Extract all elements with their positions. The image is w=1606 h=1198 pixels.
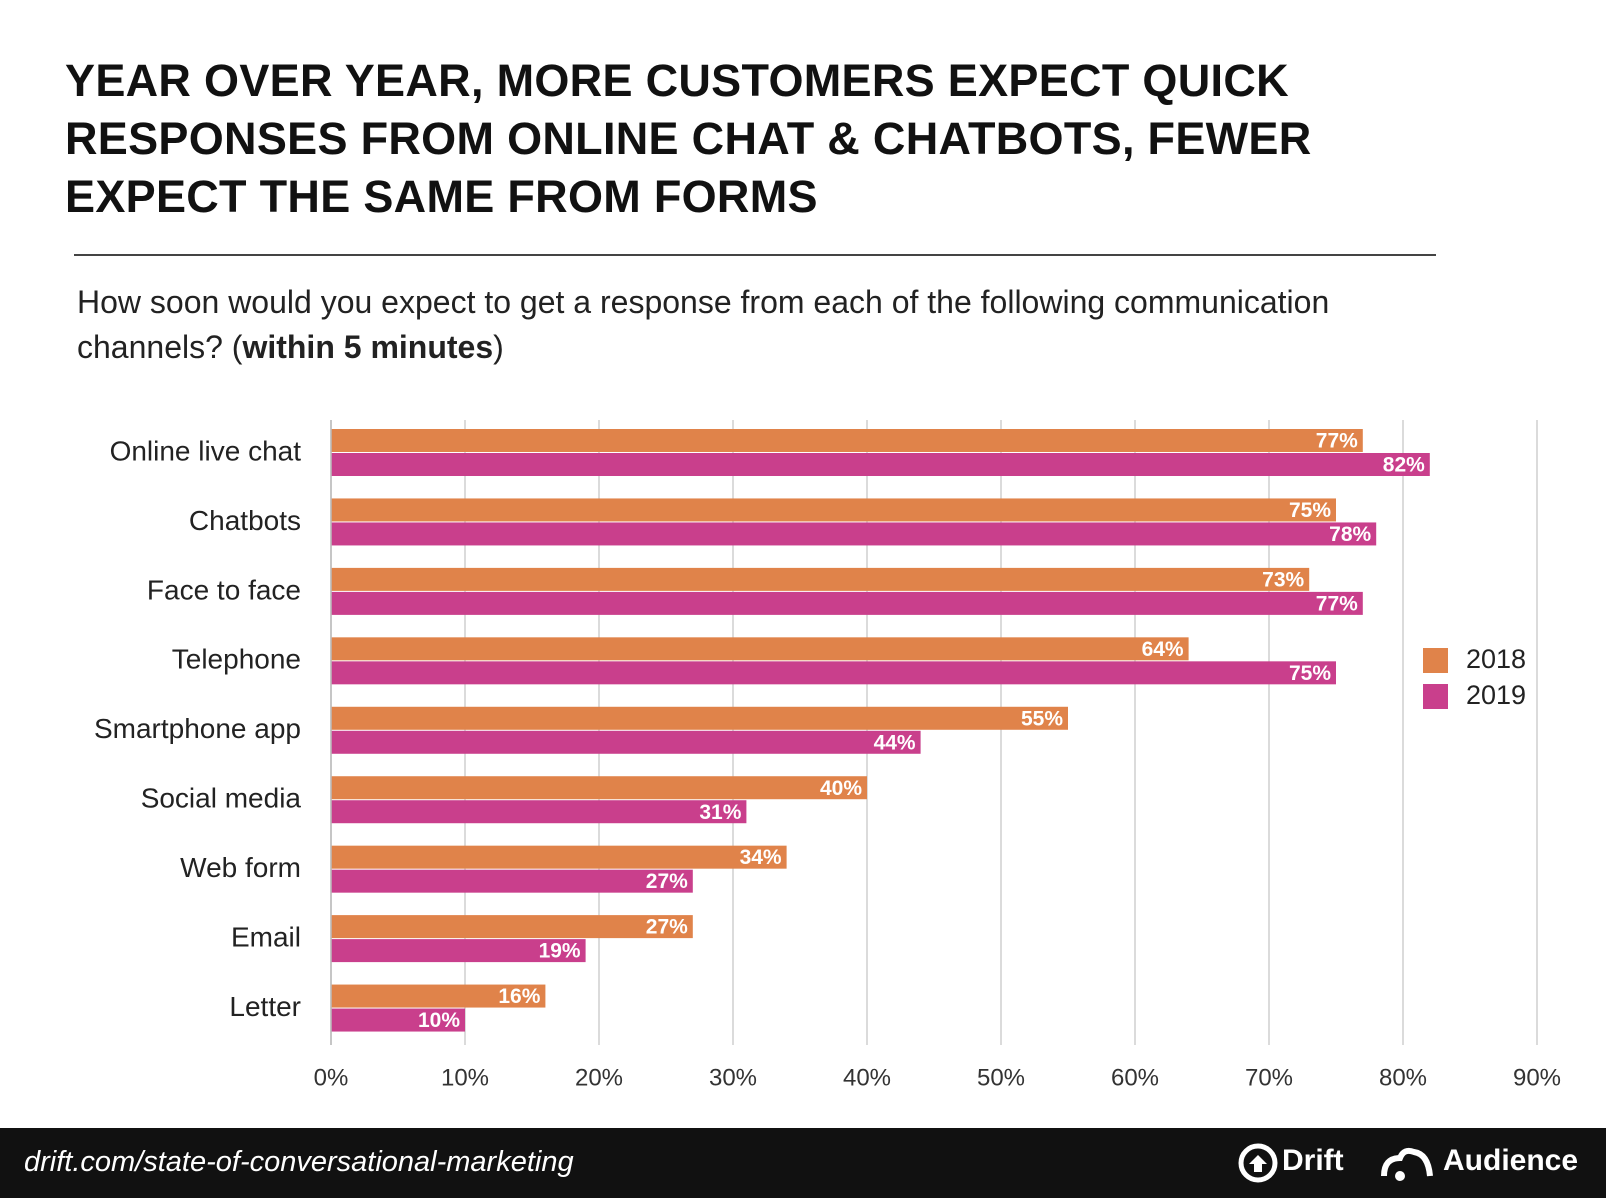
x-tick-label: 10%	[441, 1064, 489, 1091]
x-tick-label: 70%	[1245, 1064, 1293, 1091]
subtitle-emphasis: within 5 minutes	[242, 329, 494, 365]
value-label: 40%	[820, 777, 862, 800]
x-tick-label: 40%	[843, 1064, 891, 1091]
value-label: 77%	[1316, 430, 1358, 453]
x-tick-label: 80%	[1379, 1064, 1427, 1091]
bar	[331, 637, 1189, 661]
y-tick-label: Chatbots	[189, 505, 301, 536]
value-label: 78%	[1329, 523, 1371, 546]
value-label: 19%	[539, 940, 581, 963]
bar	[331, 661, 1336, 685]
value-label: 73%	[1262, 568, 1304, 591]
x-tick-label: 30%	[709, 1064, 757, 1091]
bar	[331, 498, 1336, 522]
bar	[331, 730, 921, 754]
value-label: 75%	[1289, 499, 1331, 522]
subtitle-text: How soon would you expect to get a respo…	[77, 284, 1330, 365]
x-tick-label: 90%	[1513, 1064, 1561, 1091]
bar	[331, 453, 1430, 476]
bar	[331, 869, 693, 893]
footer: drift.com/state-of-conversational-market…	[0, 1128, 1606, 1198]
subtitle-text: )	[493, 329, 504, 365]
y-tick-label: Telephone	[172, 644, 301, 675]
value-label: 31%	[699, 801, 741, 824]
value-label: 64%	[1142, 638, 1184, 661]
bar	[331, 939, 586, 963]
x-tick-label: 20%	[575, 1064, 623, 1091]
value-label: 44%	[874, 731, 916, 754]
y-tick-label: Web form	[180, 852, 301, 883]
chart-title: YEAR OVER YEAR, MORE CUSTOMERS EXPECT QU…	[65, 55, 1312, 222]
divider	[74, 254, 1436, 256]
y-tick-label: Letter	[229, 991, 301, 1022]
audience-icon	[1381, 1147, 1433, 1181]
bar	[331, 567, 1310, 591]
drift-icon	[1238, 1143, 1278, 1183]
x-tick-label: 60%	[1111, 1064, 1159, 1091]
bar	[331, 429, 1363, 452]
value-label: 10%	[418, 1009, 460, 1032]
value-label: 75%	[1289, 662, 1331, 685]
bar	[331, 776, 867, 800]
legend-swatch	[1423, 648, 1448, 673]
y-tick-label: Online live chat	[110, 435, 302, 466]
bar	[331, 845, 787, 869]
value-label: 34%	[740, 846, 782, 869]
y-tick-label: Smartphone app	[94, 713, 301, 744]
bar	[331, 800, 747, 824]
bar	[331, 591, 1363, 615]
chart: 0% 10% 20% 30% 40% 50% 60% 70% 80% 90% Online live…	[94, 420, 1561, 1091]
value-label: 82%	[1383, 454, 1425, 477]
bar	[331, 522, 1377, 546]
value-label: 27%	[646, 870, 688, 893]
bar	[331, 1008, 465, 1032]
y-tick-label: Social media	[141, 783, 302, 814]
value-label: 27%	[646, 916, 688, 939]
legend-label: 2019	[1466, 680, 1526, 710]
x-tick-label: 50%	[977, 1064, 1025, 1091]
x-tick-label: 0%	[314, 1064, 349, 1091]
subtitle: How soon would you expect to get a respo…	[77, 280, 1337, 370]
legend-swatch	[1423, 684, 1448, 709]
value-label: 55%	[1021, 707, 1063, 730]
bar	[331, 706, 1068, 730]
y-tick-label: Face to face	[147, 574, 301, 605]
value-label: 16%	[498, 985, 540, 1008]
bar	[331, 915, 693, 939]
logo: Drift	[1282, 1144, 1344, 1177]
legend-label: 2018	[1466, 644, 1526, 674]
source-link: drift.com/state-of-conversational-market…	[24, 1146, 574, 1178]
bar	[331, 984, 546, 1008]
y-tick-label: Email	[231, 922, 301, 953]
logo: Audience	[1443, 1144, 1579, 1177]
value-label: 77%	[1316, 592, 1358, 615]
